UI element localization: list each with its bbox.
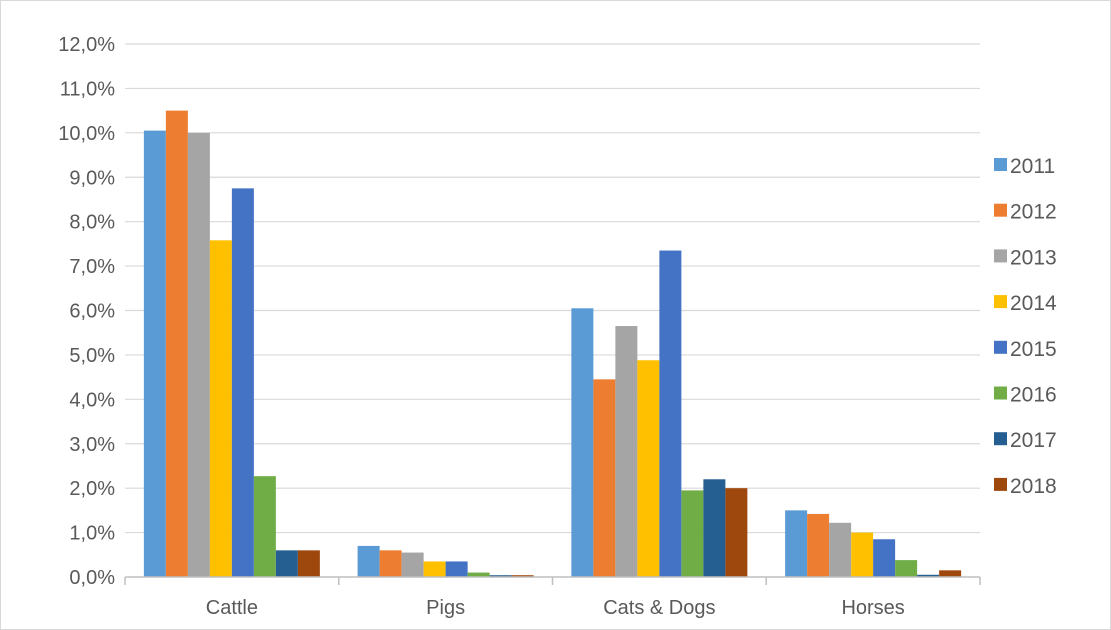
category-label: Cattle	[206, 597, 258, 619]
y-tick-label: 8,0%	[69, 212, 115, 234]
bar	[829, 522, 852, 577]
bar	[357, 545, 380, 577]
legend-swatch	[994, 203, 1007, 217]
bar	[489, 575, 512, 577]
bar	[703, 479, 726, 577]
bar	[143, 130, 166, 578]
y-tick-label: 10,0%	[58, 123, 115, 145]
bar	[785, 510, 808, 577]
bar	[895, 560, 918, 577]
bars	[143, 110, 962, 578]
category-label: Horses	[841, 597, 904, 619]
legend-label: 2012	[1010, 201, 1057, 224]
category-label: Pigs	[426, 597, 465, 619]
legend: 2011 2012 2013 2014 2015 2016 2017 2018	[994, 155, 1057, 498]
bar	[807, 513, 830, 577]
bar	[275, 550, 298, 577]
legend-label: 2014	[1010, 292, 1057, 315]
bar	[165, 110, 188, 577]
bar	[401, 552, 424, 577]
bar	[851, 532, 874, 577]
y-tick-label: 5,0%	[69, 345, 115, 367]
y-tick-label: 12,0%	[58, 34, 115, 56]
legend-swatch	[994, 158, 1007, 171]
bar	[593, 379, 616, 577]
y-tick-label: 3,0%	[69, 434, 115, 456]
bar	[659, 250, 682, 577]
bar	[637, 360, 660, 577]
y-tick-label: 1,0%	[69, 523, 115, 545]
y-axis: 0,0% 1,0% 2,0% 3,0% 4,0% 5,0% 6,0% 7,0% 8,0% 9,0%…	[58, 34, 115, 589]
y-tick-label: 2,0%	[69, 478, 115, 500]
bar	[873, 539, 896, 577]
legend-swatch	[994, 432, 1007, 446]
bar	[571, 308, 594, 577]
bar	[615, 326, 638, 577]
y-tick-label: 4,0%	[69, 389, 115, 411]
y-tick-label: 6,0%	[69, 301, 115, 323]
bar	[231, 188, 254, 577]
legend-swatch	[994, 295, 1007, 309]
x-axis: Cattle Pigs Cats & Dogs Horses	[124, 576, 981, 619]
bar	[681, 490, 704, 577]
legend-swatch	[994, 477, 1007, 491]
bar	[379, 550, 402, 577]
legend-label: 2017	[1010, 429, 1057, 452]
bar	[209, 240, 232, 578]
legend-label: 2015	[1010, 338, 1057, 361]
bar	[939, 570, 962, 577]
legend-label: 2013	[1010, 246, 1057, 269]
bar	[297, 550, 320, 577]
bar	[253, 476, 276, 577]
legend-label: 2016	[1010, 384, 1057, 407]
bar	[423, 561, 446, 577]
legend-label: 2018	[1010, 475, 1057, 498]
bar	[187, 132, 210, 578]
legend-swatch	[994, 386, 1007, 400]
legend-swatch	[994, 249, 1007, 263]
legend-swatch	[994, 340, 1007, 354]
y-tick-label: 11,0%	[60, 78, 115, 100]
bar	[511, 575, 534, 577]
legend-label: 2011	[1010, 155, 1055, 178]
bar	[725, 488, 748, 577]
bar	[467, 572, 490, 577]
bar	[917, 574, 940, 577]
y-tick-label: 0,0%	[69, 567, 115, 589]
y-tick-label: 9,0%	[69, 167, 115, 189]
y-tick-label: 7,0%	[69, 256, 115, 278]
category-label: Cats & Dogs	[603, 597, 715, 619]
bar	[445, 561, 468, 577]
